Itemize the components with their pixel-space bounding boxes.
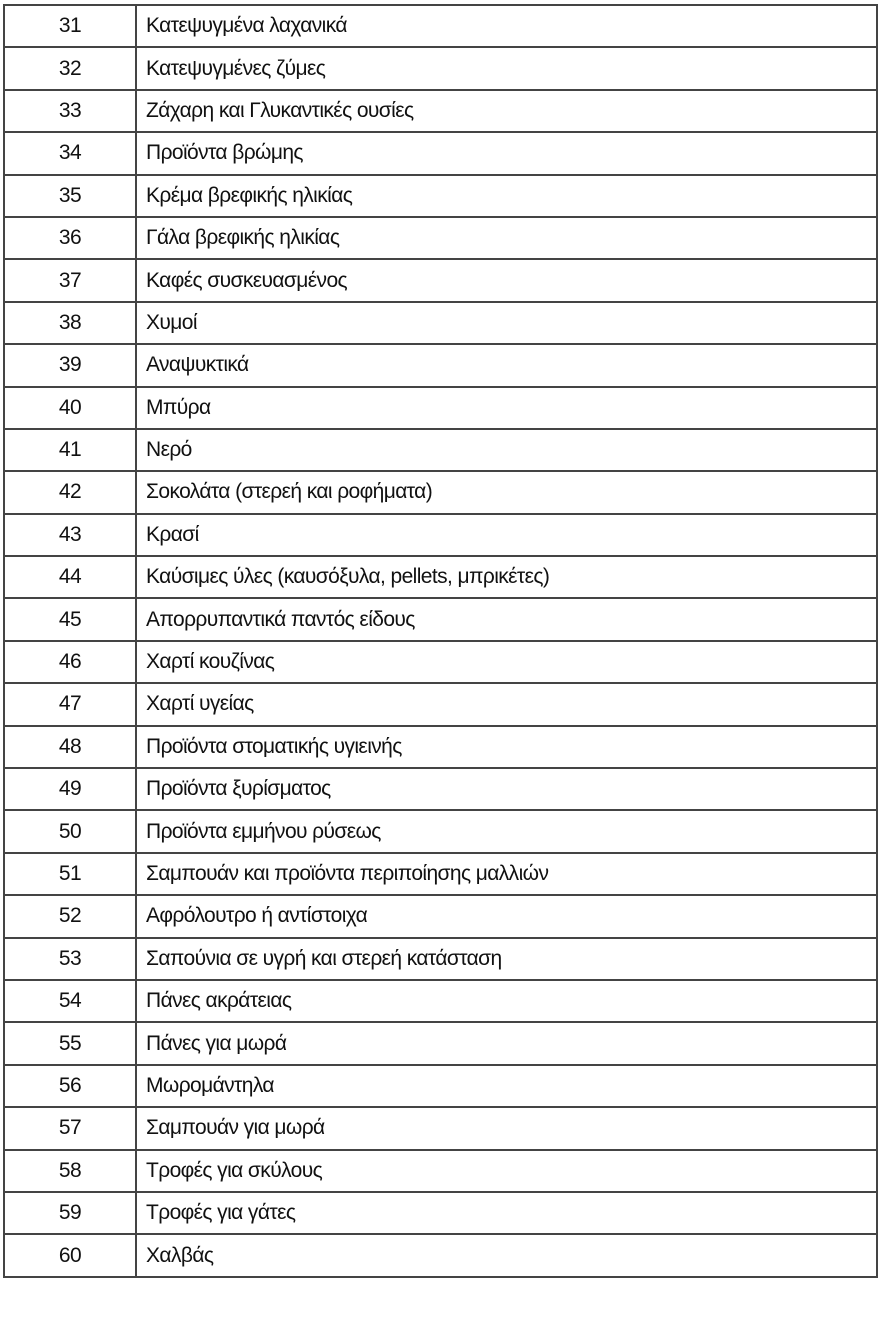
table-row: 38 Χυμοί [3,300,878,346]
row-number: 38 [3,300,137,346]
row-number: 55 [3,1021,137,1066]
table-row: 60 Χαλβάς [3,1233,878,1278]
product-table-body: 31 Κατεψυγμένα λαχανικά 32 Κατεψυγμένες ζύμ… [3,3,878,1278]
table-row: 42 Σοκολάτα (στερεή και ροφήματα) [3,470,878,515]
row-number: 43 [3,512,137,558]
row-number: 32 [3,46,137,91]
table-row: 32 Κατεψυγμένες ζύμες [3,46,878,91]
table-row: 40 Μπύρα [3,385,878,430]
table-row: 59 Τροφές για γάτες [3,1190,878,1236]
product-category: Κατεψυγμένες ζύμες [135,46,878,91]
product-category: Χαρτί υγείας [135,682,878,727]
product-category: Αναψυκτικά [135,343,878,388]
product-category: Πάνες για μωρά [135,1021,878,1066]
table-row: 53 Σαπούνια σε υγρή και στερεή κατάσταση [3,936,878,981]
product-category: Σοκολάτα (στερεή και ροφήματα) [135,470,878,515]
row-number: 40 [3,385,137,430]
row-number: 42 [3,470,137,515]
table-row: 52 Αφρόλουτρο ή αντίστοιχα [3,894,878,939]
product-category: Προϊόντα βρώμης [135,131,878,176]
row-number: 56 [3,1063,137,1109]
table-row: 41 Νερό [3,427,878,473]
product-category: Σαπούνια σε υγρή και στερεή κατάσταση [135,936,878,981]
row-number: 57 [3,1106,137,1151]
product-category: Προϊόντα ξυρίσματος [135,767,878,812]
table-row: 44 Καύσιμες ύλες (καυσόξυλα, pellets, μπρ… [3,555,878,600]
product-category: Προϊόντα στοματικής υγιεινής [135,724,878,770]
product-category: Απορρυπαντικά παντός είδους [135,597,878,642]
table-row: 55 Πάνες για μωρά [3,1021,878,1066]
product-category: Νερό [135,427,878,473]
row-number: 44 [3,555,137,600]
product-category: Χαρτί κουζίνας [135,639,878,685]
product-category: Σαμπουάν για μωρά [135,1106,878,1151]
product-category: Μπύρα [135,385,878,430]
row-number: 34 [3,131,137,176]
product-category: Γάλα βρεφικής ηλικίας [135,215,878,261]
table-row: 35 Κρέμα βρεφικής ηλικίας [3,173,878,218]
table-row: 47 Χαρτί υγείας [3,682,878,727]
row-number: 39 [3,343,137,388]
row-number: 53 [3,936,137,981]
row-number: 59 [3,1190,137,1236]
table-row: 50 Προϊόντα εμμήνου ρύσεως [3,809,878,854]
row-number: 49 [3,767,137,812]
table-row: 36 Γάλα βρεφικής ηλικίας [3,215,878,261]
product-category: Καφές συσκευασμένος [135,258,878,303]
table-row: 51 Σαμπουάν και προϊόντα περιποίησης μαλλ… [3,851,878,897]
row-number: 54 [3,978,137,1024]
product-category: Πάνες ακράτειας [135,978,878,1024]
product-category: Τροφές για γάτες [135,1190,878,1236]
table-row: 31 Κατεψυγμένα λαχανικά [3,3,878,49]
product-category: Τροφές για σκύλους [135,1148,878,1193]
table-row: 49 Προϊόντα ξυρίσματος [3,767,878,812]
product-category: Αφρόλουτρο ή αντίστοιχα [135,894,878,939]
product-category: Κατεψυγμένα λαχανικά [135,3,878,49]
row-number: 58 [3,1148,137,1193]
row-number: 51 [3,851,137,897]
row-number: 47 [3,682,137,727]
row-number: 52 [3,894,137,939]
product-category: Χυμοί [135,300,878,346]
row-number: 41 [3,427,137,473]
table-row: 57 Σαμπουάν για μωρά [3,1106,878,1151]
table-row: 45 Απορρυπαντικά παντός είδους [3,597,878,642]
product-category: Ζάχαρη και Γλυκαντικές ουσίες [135,88,878,134]
product-category: Χαλβάς [135,1233,878,1278]
table-row: 33 Ζάχαρη και Γλυκαντικές ουσίες [3,88,878,134]
product-category: Σαμπουάν και προϊόντα περιποίησης μαλλιώ… [135,851,878,897]
row-number: 36 [3,215,137,261]
row-number: 35 [3,173,137,218]
table-row: 54 Πάνες ακράτειας [3,978,878,1024]
table-row: 58 Τροφές για σκύλους [3,1148,878,1193]
table-row: 43 Κρασί [3,512,878,558]
table-row: 48 Προϊόντα στοματικής υγιεινής [3,724,878,770]
table-row: 39 Αναψυκτικά [3,343,878,388]
product-category: Μωρομάντηλα [135,1063,878,1109]
table-row: 56 Μωρομάντηλα [3,1063,878,1109]
product-table: 31 Κατεψυγμένα λαχανικά 32 Κατεψυγμένες ζύμ… [3,3,878,1278]
row-number: 37 [3,258,137,303]
row-number: 45 [3,597,137,642]
product-category: Κρέμα βρεφικής ηλικίας [135,173,878,218]
row-number: 31 [3,3,137,49]
row-number: 46 [3,639,137,685]
product-category: Κρασί [135,512,878,558]
row-number: 48 [3,724,137,770]
row-number: 33 [3,88,137,134]
product-category: Προϊόντα εμμήνου ρύσεως [135,809,878,854]
product-category: Καύσιμες ύλες (καυσόξυλα, pellets, μπρικ… [135,555,878,600]
table-row: 37 Καφές συσκευασμένος [3,258,878,303]
table-row: 34 Προϊόντα βρώμης [3,131,878,176]
row-number: 60 [3,1233,137,1278]
table-row: 46 Χαρτί κουζίνας [3,639,878,685]
row-number: 50 [3,809,137,854]
